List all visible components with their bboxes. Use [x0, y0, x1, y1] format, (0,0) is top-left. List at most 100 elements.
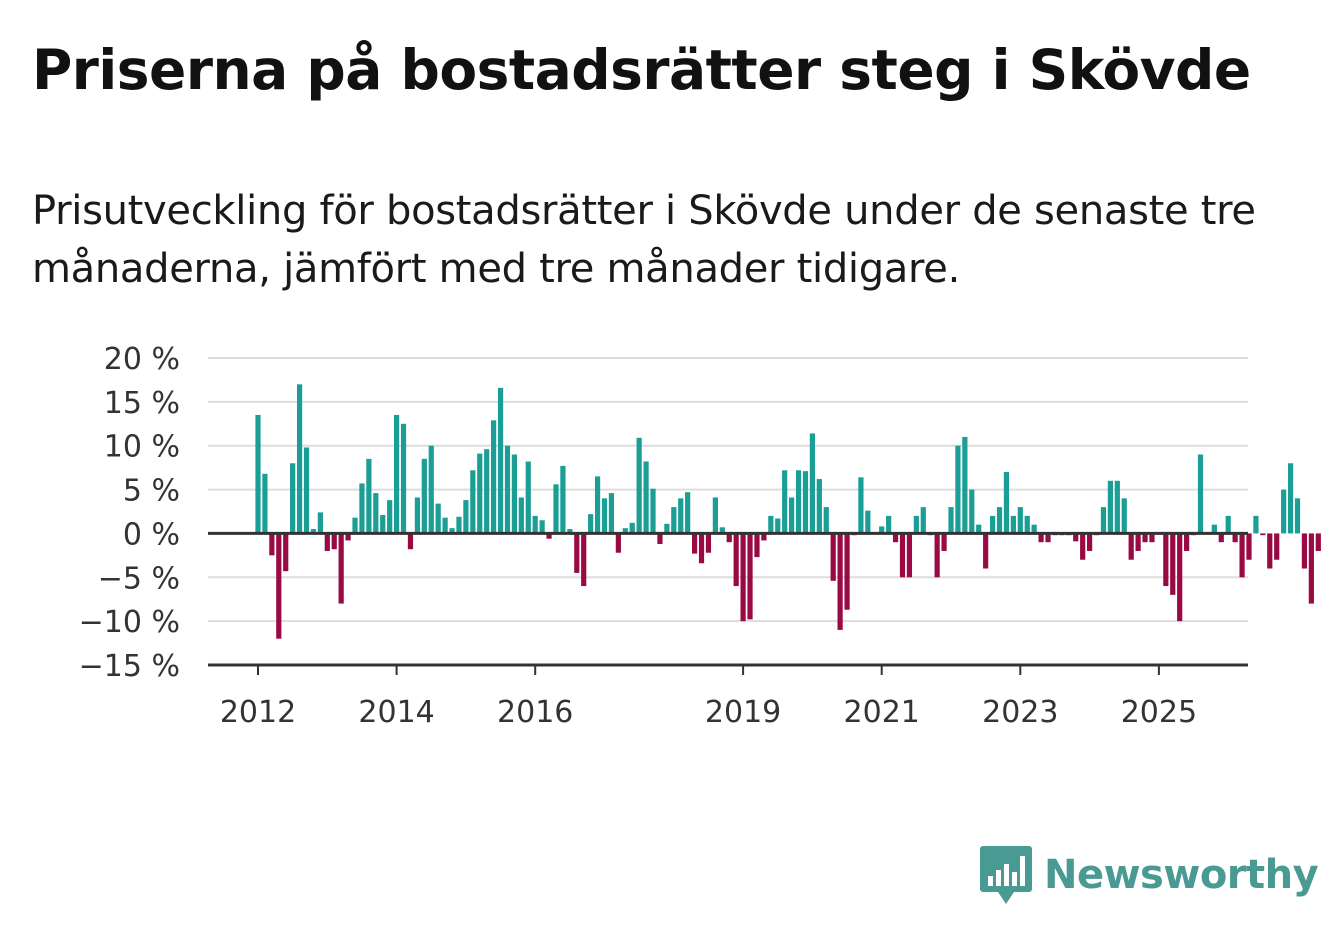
bar	[650, 488, 656, 534]
bar	[1038, 533, 1044, 543]
bar	[989, 515, 996, 534]
bar	[962, 436, 968, 534]
bar	[886, 515, 892, 534]
bar	[581, 533, 587, 587]
bar	[373, 493, 379, 534]
bar	[317, 512, 323, 534]
bar	[421, 458, 427, 534]
bar	[303, 447, 310, 534]
chart-subtitle: Prisutveckling för bostadsrätter i Skövd…	[32, 188, 1256, 292]
bar	[442, 517, 448, 534]
bar	[1100, 507, 1107, 534]
bar	[1163, 533, 1169, 587]
bar	[1024, 515, 1030, 534]
bar	[518, 497, 524, 534]
bar	[352, 517, 358, 534]
bar	[983, 533, 989, 569]
bar	[747, 533, 753, 620]
bar	[1149, 533, 1155, 543]
bar	[407, 533, 414, 550]
bar	[345, 533, 351, 541]
y-tick-label: −5 %	[98, 561, 180, 596]
bar	[470, 470, 476, 534]
bar	[913, 515, 919, 534]
bar	[435, 503, 441, 534]
bar	[844, 533, 850, 610]
bar	[1287, 463, 1294, 534]
bar	[262, 473, 268, 534]
x-tick-label: 2021	[844, 695, 920, 730]
bar	[1010, 515, 1016, 534]
bar	[858, 477, 864, 534]
bar	[497, 387, 504, 534]
bar	[754, 533, 760, 558]
bar	[324, 533, 330, 551]
y-tick-label: −10 %	[79, 605, 180, 640]
bar	[1135, 533, 1141, 551]
x-tick-label: 2023	[982, 695, 1058, 730]
bar	[816, 479, 822, 534]
y-tick-label: 10 %	[104, 430, 180, 465]
bar	[283, 533, 289, 572]
bar	[1218, 533, 1224, 543]
bar	[1267, 533, 1273, 569]
bar	[830, 533, 836, 581]
bar	[865, 510, 871, 534]
bar	[1281, 489, 1287, 534]
bar	[685, 492, 691, 534]
bar	[906, 533, 913, 578]
bar	[789, 497, 795, 534]
bar	[1274, 533, 1280, 560]
bar	[934, 533, 940, 578]
bar	[1017, 507, 1023, 534]
bar	[608, 493, 615, 534]
bar	[456, 516, 462, 534]
bar	[394, 415, 400, 534]
bar	[671, 507, 677, 534]
bar	[546, 533, 552, 539]
bar	[1073, 533, 1079, 542]
bar	[276, 533, 282, 639]
bar	[310, 529, 317, 534]
bar	[719, 527, 725, 534]
bar	[733, 533, 739, 587]
bars	[255, 384, 1321, 639]
bar	[1184, 533, 1190, 551]
bar	[1211, 524, 1217, 534]
bar	[1294, 498, 1301, 534]
bar	[400, 423, 407, 534]
y-tick-label: 20 %	[104, 342, 180, 377]
bar	[1045, 533, 1051, 543]
y-axis-ticks: 20 % 15 % 10 % 5 % 0 % −5 % −10 % −15 %	[79, 342, 180, 684]
bar	[1308, 533, 1314, 604]
bar	[539, 520, 545, 534]
bar	[553, 484, 559, 534]
bar	[996, 507, 1003, 534]
bar	[1177, 533, 1183, 622]
bar	[477, 453, 483, 534]
bar	[823, 507, 829, 534]
bar	[782, 470, 788, 534]
bar	[740, 533, 746, 622]
bar	[504, 445, 511, 534]
bar	[1232, 533, 1238, 543]
bar	[290, 463, 296, 534]
bar	[1107, 480, 1113, 534]
bar	[567, 529, 573, 534]
bar	[920, 507, 926, 534]
y-tick-label: 5 %	[123, 474, 180, 509]
bar	[899, 533, 906, 578]
bar	[941, 533, 947, 551]
bar	[726, 533, 732, 543]
bar	[837, 533, 843, 630]
x-tick-label: 2019	[705, 695, 781, 730]
bar	[594, 476, 601, 534]
bar	[414, 497, 420, 534]
bar	[525, 461, 531, 534]
bar	[643, 461, 649, 534]
bar	[387, 500, 393, 534]
bar	[691, 533, 698, 554]
bar	[574, 533, 580, 573]
bar	[338, 533, 344, 604]
bar	[1142, 533, 1148, 543]
